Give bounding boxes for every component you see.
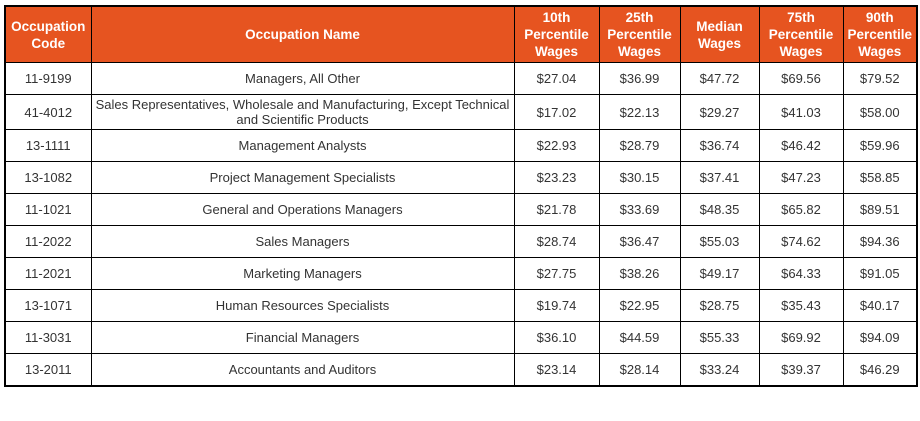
cell-occupation-code: 11-3031 — [4, 321, 92, 354]
cell-10th-percentile-wages: $19.74 — [513, 289, 600, 322]
cell-occupation-name: Project Management Specialists — [90, 161, 515, 194]
cell-occupation-code: 13-2011 — [4, 353, 92, 386]
cell-median-wages: $37.41 — [679, 161, 760, 194]
cell-occupation-name: Management Analysts — [90, 129, 515, 162]
table-row: 11-2022 Sales Managers $28.74 $36.47 $55.03 $… — [4, 225, 918, 258]
cell-10th-percentile-wages: $27.75 — [513, 257, 600, 290]
table-row: 11-9199 Managers, All Other $27.04 $36.99 $4… — [4, 62, 918, 95]
table-row: 11-2021 Marketing Managers $27.75 $38.26 $49… — [4, 257, 918, 290]
cell-occupation-code: 13-1082 — [4, 161, 92, 194]
cell-75th-percentile-wages: $39.37 — [758, 353, 844, 386]
cell-10th-percentile-wages: $23.14 — [513, 353, 600, 386]
table-row: 13-1082 Project Management Specialists $23… — [4, 161, 918, 194]
cell-75th-percentile-wages: $69.92 — [758, 321, 844, 354]
cell-25th-percentile-wages: $28.14 — [598, 353, 681, 386]
cell-90th-percentile-wages: $79.52 — [842, 62, 918, 95]
cell-10th-percentile-wages: $28.74 — [513, 225, 600, 258]
cell-90th-percentile-wages: $89.51 — [842, 193, 918, 226]
cell-90th-percentile-wages: $58.85 — [842, 161, 918, 194]
occupation-wages-table: Occupation Code Occupation Name 10th Perce… — [4, 5, 918, 387]
cell-25th-percentile-wages: $36.99 — [598, 62, 681, 95]
column-header-25th-percentile-wages: 25th Percentile Wages — [598, 5, 681, 63]
cell-25th-percentile-wages: $22.13 — [598, 94, 681, 130]
cell-25th-percentile-wages: $28.79 — [598, 129, 681, 162]
cell-75th-percentile-wages: $35.43 — [758, 289, 844, 322]
cell-90th-percentile-wages: $40.17 — [842, 289, 918, 322]
cell-75th-percentile-wages: $69.56 — [758, 62, 844, 95]
cell-occupation-name: Marketing Managers — [90, 257, 515, 290]
cell-occupation-name: Human Resources Specialists — [90, 289, 515, 322]
cell-90th-percentile-wages: $94.09 — [842, 321, 918, 354]
table-row: 13-1111 Management Analysts $22.93 $28.79 $3… — [4, 129, 918, 162]
column-header-occupation-name: Occupation Name — [90, 5, 515, 63]
cell-occupation-code: 13-1111 — [4, 129, 92, 162]
cell-75th-percentile-wages: $65.82 — [758, 193, 844, 226]
cell-10th-percentile-wages: $17.02 — [513, 94, 600, 130]
cell-occupation-code: 11-2022 — [4, 225, 92, 258]
cell-75th-percentile-wages: $46.42 — [758, 129, 844, 162]
column-header-occupation-code: Occupation Code — [4, 5, 92, 63]
cell-occupation-name: Financial Managers — [90, 321, 515, 354]
cell-75th-percentile-wages: $64.33 — [758, 257, 844, 290]
cell-90th-percentile-wages: $59.96 — [842, 129, 918, 162]
cell-occupation-name: Accountants and Auditors — [90, 353, 515, 386]
cell-10th-percentile-wages: $23.23 — [513, 161, 600, 194]
cell-median-wages: $36.74 — [679, 129, 760, 162]
column-header-median-wages: Median Wages — [679, 5, 760, 63]
cell-median-wages: $49.17 — [679, 257, 760, 290]
cell-25th-percentile-wages: $33.69 — [598, 193, 681, 226]
cell-occupation-code: 11-1021 — [4, 193, 92, 226]
table-body: 11-9199 Managers, All Other $27.04 $36.99 $4… — [4, 62, 918, 386]
cell-occupation-name: General and Operations Managers — [90, 193, 515, 226]
cell-75th-percentile-wages: $41.03 — [758, 94, 844, 130]
table-row: 41-4012 Sales Representatives, Wholesale … — [4, 94, 918, 130]
cell-occupation-name: Sales Managers — [90, 225, 515, 258]
cell-median-wages: $55.03 — [679, 225, 760, 258]
cell-occupation-code: 11-2021 — [4, 257, 92, 290]
cell-90th-percentile-wages: $94.36 — [842, 225, 918, 258]
cell-75th-percentile-wages: $74.62 — [758, 225, 844, 258]
cell-90th-percentile-wages: $91.05 — [842, 257, 918, 290]
column-header-10th-percentile-wages: 10th Percentile Wages — [513, 5, 600, 63]
table-row: 13-2011 Accountants and Auditors $23.14 $28… — [4, 353, 918, 386]
cell-75th-percentile-wages: $47.23 — [758, 161, 844, 194]
cell-median-wages: $29.27 — [679, 94, 760, 130]
cell-median-wages: $48.35 — [679, 193, 760, 226]
cell-25th-percentile-wages: $30.15 — [598, 161, 681, 194]
cell-occupation-name: Managers, All Other — [90, 62, 515, 95]
cell-10th-percentile-wages: $27.04 — [513, 62, 600, 95]
cell-median-wages: $28.75 — [679, 289, 760, 322]
column-header-75th-percentile-wages: 75th Percentile Wages — [758, 5, 844, 63]
cell-90th-percentile-wages: $46.29 — [842, 353, 918, 386]
cell-occupation-code: 13-1071 — [4, 289, 92, 322]
table-row: 11-1021 General and Operations Managers $2… — [4, 193, 918, 226]
cell-10th-percentile-wages: $36.10 — [513, 321, 600, 354]
cell-occupation-code: 41-4012 — [4, 94, 92, 130]
table-row: 13-1071 Human Resources Specialists $19.74… — [4, 289, 918, 322]
cell-median-wages: $33.24 — [679, 353, 760, 386]
cell-occupation-name: Sales Representatives, Wholesale and Man… — [90, 94, 515, 130]
cell-occupation-code: 11-9199 — [4, 62, 92, 95]
cell-10th-percentile-wages: $21.78 — [513, 193, 600, 226]
cell-median-wages: $47.72 — [679, 62, 760, 95]
table-header: Occupation Code Occupation Name 10th Perce… — [4, 5, 918, 63]
cell-25th-percentile-wages: $22.95 — [598, 289, 681, 322]
cell-25th-percentile-wages: $36.47 — [598, 225, 681, 258]
table-row: 11-3031 Financial Managers $36.10 $44.59 $55… — [4, 321, 918, 354]
cell-90th-percentile-wages: $58.00 — [842, 94, 918, 130]
cell-10th-percentile-wages: $22.93 — [513, 129, 600, 162]
header-row: Occupation Code Occupation Name 10th Perce… — [4, 5, 918, 63]
cell-25th-percentile-wages: $44.59 — [598, 321, 681, 354]
column-header-90th-percentile-wages: 90th Percentile Wages — [842, 5, 918, 63]
cell-median-wages: $55.33 — [679, 321, 760, 354]
cell-25th-percentile-wages: $38.26 — [598, 257, 681, 290]
